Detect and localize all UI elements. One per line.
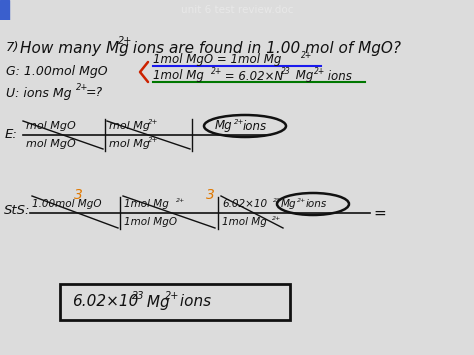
Text: mol MgO: mol MgO: [26, 139, 76, 149]
Text: =: =: [373, 206, 386, 220]
Text: 2+: 2+: [301, 50, 312, 60]
Text: U: ions Mg: U: ions Mg: [6, 87, 72, 99]
Text: 3: 3: [74, 188, 83, 202]
Text: 2+: 2+: [314, 66, 325, 76]
Text: 1.00mol MgO: 1.00mol MgO: [32, 199, 101, 209]
Text: 2+: 2+: [76, 83, 88, 93]
Text: 6.02×10: 6.02×10: [222, 199, 267, 209]
Text: 23: 23: [273, 197, 281, 202]
Text: 6.02×10: 6.02×10: [72, 295, 138, 310]
Text: 2+: 2+: [165, 291, 179, 301]
Text: 1mol Mg: 1mol Mg: [124, 199, 169, 209]
Text: 2+: 2+: [176, 197, 185, 202]
Text: unit 6 test review.doc: unit 6 test review.doc: [181, 5, 293, 15]
Text: 2+: 2+: [118, 36, 132, 46]
Text: 7): 7): [6, 42, 19, 55]
Text: 1mol MgO = 1mol Mg: 1mol MgO = 1mol Mg: [153, 54, 282, 66]
Text: =?: =?: [86, 87, 103, 99]
Text: StS:: StS:: [4, 204, 30, 218]
Bar: [0, 0, 9, 20]
Text: E:: E:: [5, 129, 18, 142]
Text: G: 1.00mol MgO: G: 1.00mol MgO: [6, 66, 108, 78]
Text: 2+: 2+: [211, 66, 222, 76]
Bar: [60, 284, 290, 320]
Text: ions: ions: [306, 199, 327, 209]
Text: How many Mg: How many Mg: [20, 40, 129, 55]
Text: ions: ions: [175, 295, 211, 310]
Text: = 6.02×N: = 6.02×N: [221, 70, 283, 82]
Text: mol Mg: mol Mg: [109, 139, 150, 149]
Text: 1mol MgO: 1mol MgO: [124, 217, 177, 227]
Text: 2+: 2+: [272, 215, 281, 220]
Text: mol Mg: mol Mg: [109, 121, 150, 131]
Text: Mg: Mg: [292, 70, 313, 82]
Text: 23: 23: [281, 66, 291, 76]
Text: mol MgO: mol MgO: [26, 121, 76, 131]
Text: 1mol Mg: 1mol Mg: [153, 70, 204, 82]
Text: 2+: 2+: [148, 137, 158, 143]
Text: Mg: Mg: [281, 199, 297, 209]
Text: Mg: Mg: [142, 295, 170, 310]
Text: 2+: 2+: [297, 197, 306, 202]
Text: 2+: 2+: [148, 119, 158, 125]
Text: Mg: Mg: [215, 120, 233, 132]
Text: 23: 23: [132, 291, 145, 301]
Text: 2+: 2+: [234, 119, 245, 125]
Text: ions: ions: [324, 70, 352, 82]
Text: 1mol Mg: 1mol Mg: [222, 217, 267, 227]
Text: 3: 3: [206, 188, 215, 202]
Text: ions: ions: [243, 120, 267, 132]
Text: ions are found in 1.00 mol of MgO?: ions are found in 1.00 mol of MgO?: [128, 40, 401, 55]
